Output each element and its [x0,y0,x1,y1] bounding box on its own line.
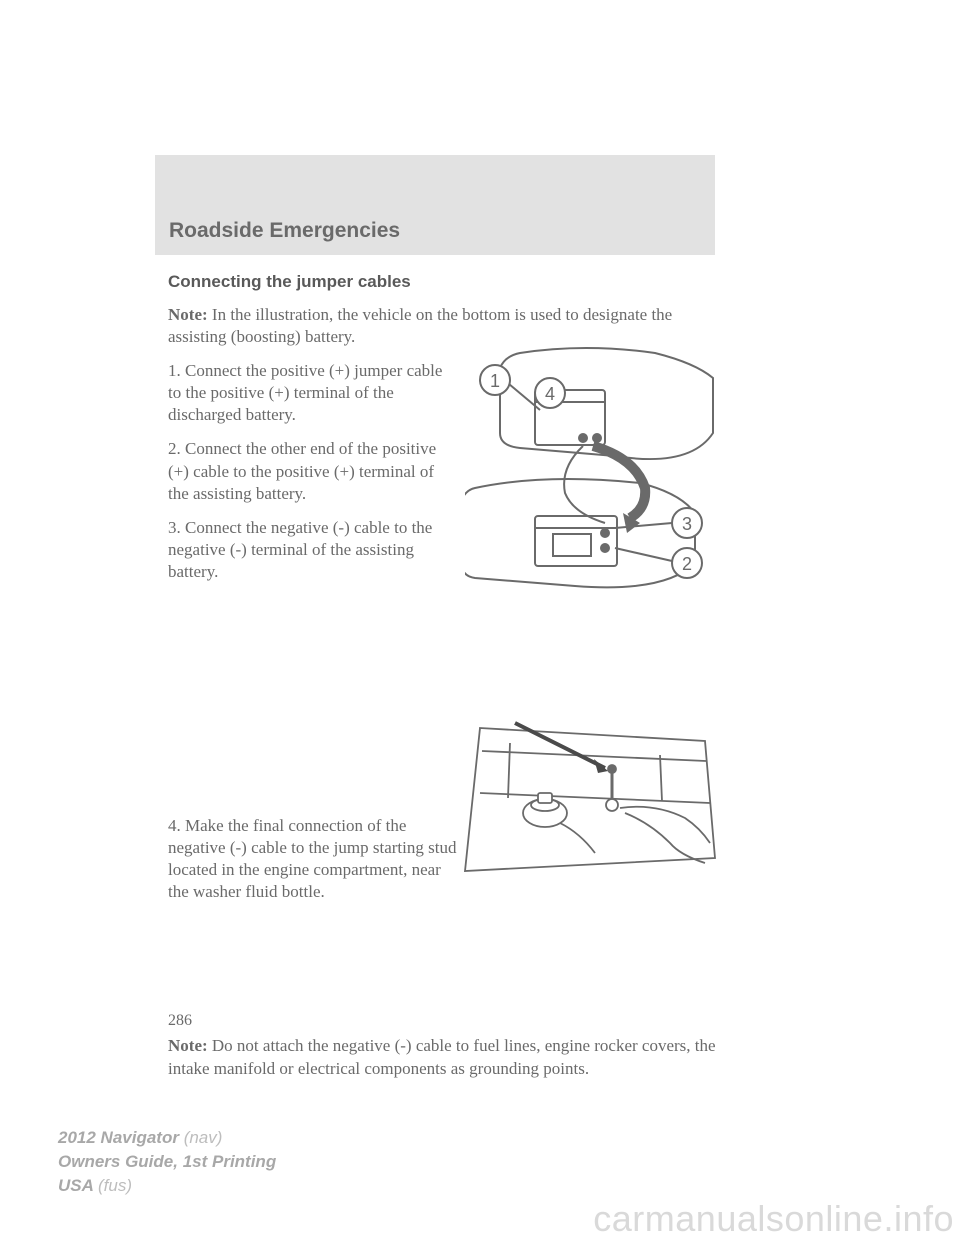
page-number: 286 [168,1012,192,1030]
note-2-prefix: Note: [168,1036,208,1055]
footer-block: 2012 Navigator (nav) Owners Guide, 1st P… [58,1126,276,1197]
note-1-prefix: Note: [168,305,208,324]
note-2-body: Do not attach the negative (-) cable to … [168,1036,716,1077]
jumper-cable-diagram: 1 4 3 2 [465,338,715,598]
step-3: 3. Connect the negative (-) cable to the… [168,517,458,583]
callout-3: 3 [682,514,692,534]
note-2: Note: Do not attach the negative (-) cab… [168,1035,716,1079]
callout-2: 2 [682,554,692,574]
footer-region-code: (fus) [98,1176,132,1195]
step-1: 1. Connect the positive (+) jumper cable… [168,360,458,426]
chapter-header-bar: Roadside Emergencies [155,155,715,255]
engine-stud-diagram [460,713,718,873]
footer-line-1: 2012 Navigator (nav) [58,1126,276,1150]
watermark-text: carmanualsonline.info [0,1198,960,1242]
manual-page: Roadside Emergencies Connecting the jump… [0,0,960,1242]
layout-spacer-2 [168,915,716,1035]
footer-model-code: (nav) [184,1128,223,1147]
footer-model: 2012 Navigator [58,1128,184,1147]
footer-region: USA [58,1176,98,1195]
section-subheading: Connecting the jumper cables [168,272,716,292]
callout-1: 1 [490,371,500,391]
chapter-title: Roadside Emergencies [169,219,400,243]
footer-line-3: USA (fus) [58,1174,276,1198]
step-2: 2. Connect the other end of the positive… [168,438,458,504]
step-4: 4. Make the final connection of the nega… [168,815,458,903]
callout-4: 4 [545,384,555,404]
footer-line-2: Owners Guide, 1st Printing [58,1150,276,1174]
